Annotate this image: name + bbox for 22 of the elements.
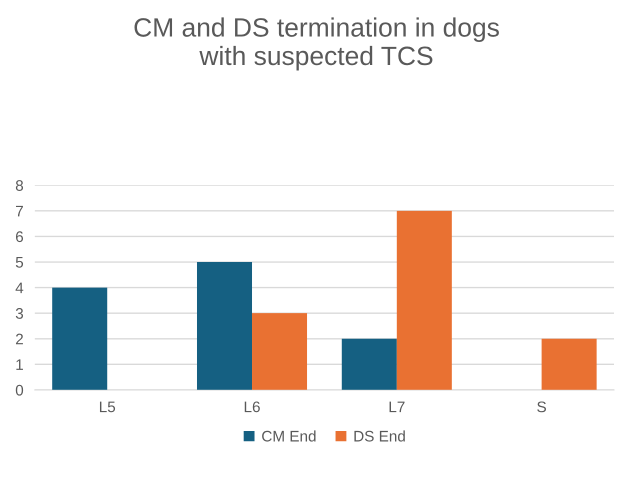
y-tick-label: 5 bbox=[16, 257, 24, 268]
y-tick-label: 3 bbox=[16, 308, 24, 319]
legend-label: CM End bbox=[262, 430, 316, 442]
y-tick-label: 6 bbox=[16, 231, 24, 242]
x-tick-label: L7 bbox=[390, 402, 405, 412]
chart-title: CM and DS termination in dogs with suspected TCS bbox=[134, 17, 499, 70]
bar bbox=[252, 313, 308, 390]
x-tick-label: S bbox=[537, 401, 546, 412]
bar bbox=[342, 338, 397, 390]
x-tick-label: L5 bbox=[100, 402, 116, 412]
y-tick-label: 1 bbox=[16, 359, 23, 370]
y-tick-label: 2 bbox=[16, 334, 23, 344]
bar bbox=[196, 262, 252, 390]
y-tick-label: 0 bbox=[16, 384, 24, 396]
x-tick-label: L6 bbox=[244, 401, 260, 412]
bar bbox=[396, 210, 452, 390]
y-tick-label: 4 bbox=[16, 282, 24, 294]
bar bbox=[542, 338, 597, 390]
bar bbox=[52, 288, 108, 390]
y-tick-label: 8 bbox=[16, 180, 24, 191]
y-tick-label: 7 bbox=[16, 206, 23, 216]
legend-label: DS End bbox=[354, 430, 405, 442]
